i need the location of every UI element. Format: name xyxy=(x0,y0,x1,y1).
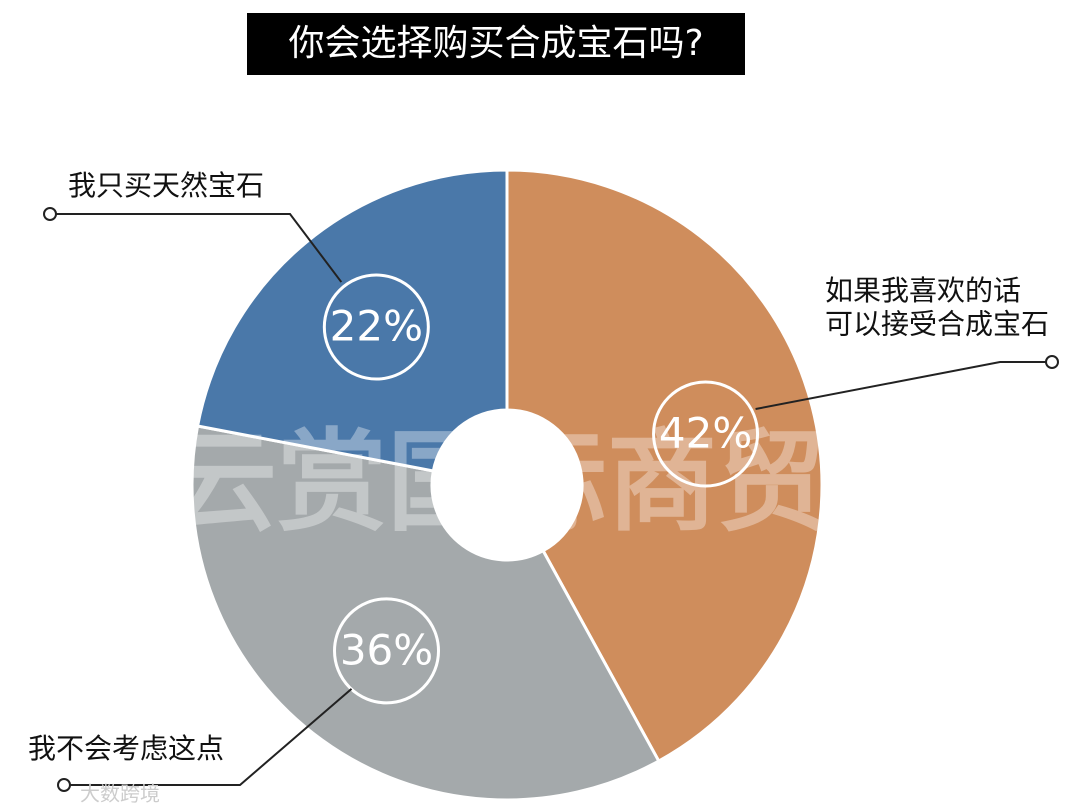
value-ring xyxy=(322,273,430,381)
value-ring xyxy=(333,597,441,705)
credit: 大数跨境 xyxy=(80,782,160,806)
category-label: 我只买天然宝石 xyxy=(68,169,264,202)
leader-dot xyxy=(43,207,57,221)
title-background xyxy=(247,13,745,75)
value-label: 22% xyxy=(330,302,423,351)
slice xyxy=(190,424,661,802)
category-label: 我不会考虑这点 xyxy=(28,732,224,765)
value-label: 36% xyxy=(340,625,433,674)
leader-dot xyxy=(1045,355,1059,369)
chart-title: 你会选择购买合成宝石吗? xyxy=(288,23,703,64)
leader-line xyxy=(56,213,343,283)
value-ring xyxy=(652,380,760,488)
value-label: 42% xyxy=(659,409,752,458)
category-label: 如果我喜欢的话可以接受合成宝石 xyxy=(825,274,1049,341)
leader-line xyxy=(755,361,1046,411)
leader-line xyxy=(70,688,353,786)
slice xyxy=(195,168,509,473)
leader-dot xyxy=(57,778,71,792)
labels: 42% 如果我喜欢的话可以接受合成宝石 36% 我不会考虑这点 22% 我只买天然宝石 xyxy=(28,169,1059,792)
watermark: 云赏国际商贸 xyxy=(167,418,827,546)
